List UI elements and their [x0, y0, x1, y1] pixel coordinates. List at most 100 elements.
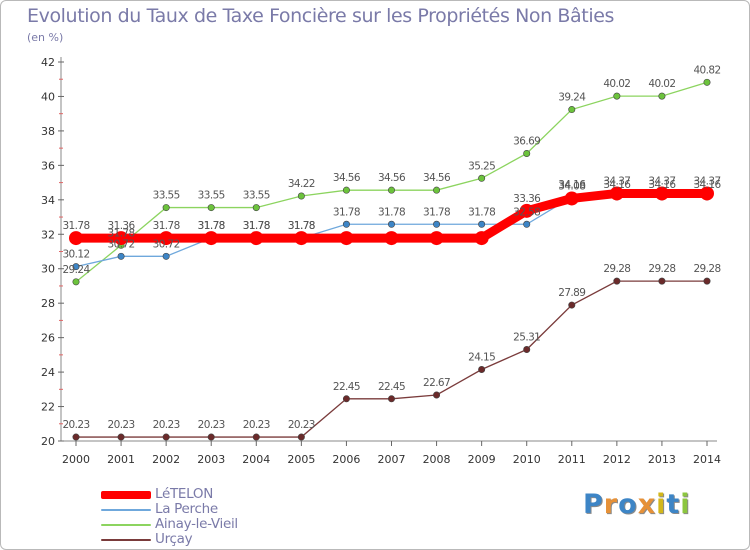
data-label-ainay-le-vieil-2007: 34.56 [378, 172, 406, 184]
data-label-ainay-le-vieil-2004: 33.55 [243, 190, 270, 202]
data-label-la-perche-2003: 31.78 [198, 220, 225, 232]
data-label-ainay-le-vieil-2012: 40.02 [603, 78, 630, 90]
y-tick-label-30: 30 [41, 263, 55, 276]
data-label-ur-ay-2002: 20.23 [153, 419, 180, 431]
data-point-ainay-le-vieil-2004 [252, 204, 260, 212]
data-label-ur-ay-2005: 20.23 [288, 419, 315, 431]
data-point-la-perche-2009 [478, 220, 486, 228]
data-point-la-perche-2001 [117, 252, 125, 260]
legend-swatch-la-perche [101, 508, 151, 511]
data-point-ainay-le-vieil-2008 [433, 186, 441, 194]
data-label-l-telon-2000: 31.78 [62, 220, 89, 232]
data-point-ur-ay-2014 [703, 277, 711, 285]
chart-title: Evolution du Taux de Taxe Foncière sur l… [27, 5, 615, 27]
data-point-ur-ay-2010 [523, 346, 531, 354]
logo-letter: r [603, 489, 619, 520]
data-label-ur-ay-2013: 29.28 [648, 263, 675, 275]
y-tick-label-26: 26 [41, 332, 55, 345]
data-point-ur-ay-2008 [433, 391, 441, 399]
data-point-ur-ay-2006 [342, 395, 350, 403]
data-point-l-telon-2012 [609, 186, 624, 201]
y-tick-label-36: 36 [41, 159, 55, 172]
data-point-ur-ay-2011 [568, 301, 576, 309]
data-label-ainay-le-vieil-2013: 40.02 [648, 78, 675, 90]
data-label-l-telon-2012: 34.37 [603, 175, 630, 187]
x-tick-label-2002: 2002 [152, 453, 180, 466]
x-tick-label-2014: 2014 [693, 453, 721, 466]
data-label-la-perche-2011: 34.16 [558, 179, 586, 191]
data-label-ur-ay-2004: 20.23 [243, 419, 270, 431]
data-point-ur-ay-2013 [658, 277, 666, 285]
x-tick-label-2008: 2008 [423, 453, 451, 466]
data-point-la-perche-2007 [387, 220, 395, 228]
logo-letter: o [618, 489, 638, 520]
data-label-l-telon-2004: 31.78 [243, 220, 270, 232]
legend-label-letelon: LéTELON [155, 486, 214, 502]
data-label-ur-ay-2011: 27.89 [558, 287, 585, 299]
x-tick-label-2006: 2006 [332, 453, 360, 466]
data-label-ainay-le-vieil-2011: 39.24 [558, 92, 586, 104]
data-point-la-perche-2010 [523, 220, 531, 228]
chart-legend: LéTELON La Perche Ainay-le-Vieil Urçay [101, 487, 238, 547]
legend-item-la-perche: La Perche [101, 502, 238, 517]
data-point-ur-ay-2007 [387, 395, 395, 403]
y-tick-label-40: 40 [41, 90, 55, 103]
logo-letter: i [656, 489, 667, 520]
data-point-ainay-le-vieil-2005 [297, 192, 305, 200]
logo-letter: P [583, 489, 604, 520]
data-point-ur-ay-2009 [478, 366, 486, 374]
data-label-ur-ay-2003: 20.23 [198, 419, 225, 431]
x-tick-label-2001: 2001 [107, 453, 135, 466]
data-label-la-perche-2001: 30.72 [108, 238, 135, 250]
data-point-ur-ay-2004 [252, 433, 260, 441]
data-point-ur-ay-2000 [72, 433, 80, 441]
x-tick-label-2009: 2009 [468, 453, 496, 466]
data-label-l-telon-2003: 31.78 [198, 220, 225, 232]
data-label-ainay-le-vieil-2000: 29.24 [62, 264, 90, 276]
y-tick-label-32: 32 [41, 228, 55, 241]
data-label-ainay-le-vieil-2009: 35.25 [468, 160, 495, 172]
data-label-ainay-le-vieil-2005: 34.22 [288, 178, 315, 190]
data-point-ur-ay-2001 [117, 433, 125, 441]
data-label-la-perche-2004: 31.78 [243, 220, 270, 232]
legend-label-la-perche: La Perche [155, 501, 218, 517]
x-tick-label-2013: 2013 [648, 453, 676, 466]
data-label-la-perche-2000: 30.12 [62, 249, 89, 261]
data-label-l-telon-2010: 33.36 [513, 193, 541, 205]
x-tick-label-2004: 2004 [242, 453, 270, 466]
legend-swatch-letelon [101, 490, 151, 499]
data-label-ur-ay-2014: 29.28 [693, 263, 720, 275]
data-label-la-perche-2007: 31.78 [378, 206, 405, 218]
y-tick-label-38: 38 [41, 125, 55, 138]
legend-label-ainay-le-vieil: Ainay-le-Vieil [155, 516, 238, 532]
legend-item-letelon: LéTELON [101, 487, 238, 502]
data-point-ainay-le-vieil-2014 [703, 78, 711, 86]
y-tick-label-28: 28 [41, 297, 55, 310]
y-tick-label-24: 24 [41, 366, 55, 379]
data-point-la-perche-2008 [433, 220, 441, 228]
data-point-l-telon-2000 [69, 231, 83, 246]
data-point-ainay-le-vieil-2006 [342, 186, 350, 194]
proxiti-logo: Proxiti [583, 489, 691, 520]
y-tick-label-42: 42 [41, 56, 55, 69]
data-point-ur-ay-2003 [207, 433, 215, 441]
data-label-ainay-le-vieil-2006: 34.56 [333, 172, 361, 184]
x-tick-label-2007: 2007 [378, 453, 406, 466]
y-tick-label-20: 20 [41, 435, 55, 448]
data-label-l-telon-2013: 34.37 [648, 175, 675, 187]
data-point-ainay-le-vieil-2010 [523, 149, 531, 157]
data-label-l-telon-2005: 31.78 [288, 220, 315, 232]
data-point-l-telon-2006 [339, 231, 354, 246]
data-point-la-perche-2002 [162, 252, 170, 260]
data-point-ur-ay-2012 [613, 277, 621, 285]
data-point-l-telon-2010 [519, 203, 534, 218]
chart-unit-label: (en %) [27, 31, 64, 44]
data-label-la-perche-2008: 31.78 [423, 206, 450, 218]
data-label-la-perche-2006: 31.78 [333, 206, 360, 218]
data-label-ur-ay-2009: 24.15 [468, 352, 495, 364]
data-label-ur-ay-2008: 22.67 [423, 377, 450, 389]
data-point-ainay-le-vieil-2002 [162, 204, 170, 212]
data-point-l-telon-2005 [294, 231, 309, 246]
x-tick-label-2003: 2003 [197, 453, 225, 466]
